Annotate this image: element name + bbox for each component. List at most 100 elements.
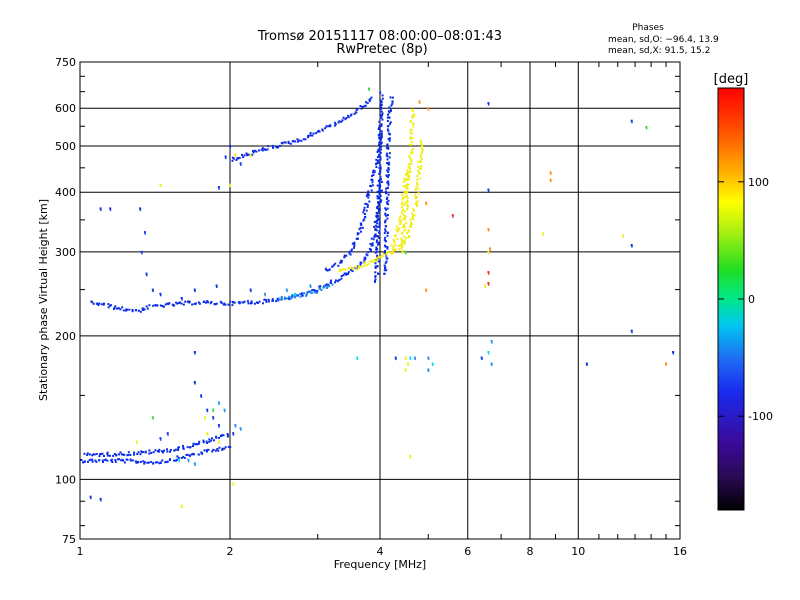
scatter-point [109, 209, 112, 211]
scatter-point [325, 269, 328, 271]
scatter-point [410, 140, 413, 143]
scatter-point [425, 288, 428, 291]
x-axis-ticks: 1 2 4 6 8 10 16 [77, 62, 687, 558]
scatter-point [118, 458, 121, 461]
scatter-point [377, 134, 380, 137]
scatter-point [400, 232, 403, 235]
scatter-point [398, 227, 401, 230]
scatter-point [376, 250, 379, 253]
scatter-point [380, 106, 383, 109]
scatter-point [102, 461, 104, 463]
x-tick-label: 6 [464, 545, 471, 558]
y-tick-label: 100 [55, 473, 76, 486]
scatter-point [311, 289, 314, 292]
scatter-point [396, 225, 398, 228]
scatter-point [388, 156, 391, 159]
scatter-point [387, 180, 390, 183]
scatter-point [232, 434, 235, 436]
scatter-point [368, 100, 371, 103]
scatter-point [203, 300, 206, 303]
scatter-point [392, 249, 395, 251]
scatter-point [376, 207, 379, 209]
scatter-point [399, 223, 401, 226]
scatter-point [197, 453, 200, 456]
scatter-point [402, 185, 405, 188]
scatter-point [400, 203, 403, 206]
scatter-point [113, 453, 116, 455]
scatter-point [387, 176, 390, 179]
scatter-point [232, 482, 235, 485]
scatter-point [487, 351, 490, 353]
scatter-point [294, 140, 296, 143]
scatter-point [180, 297, 183, 299]
scatter-point [343, 255, 346, 258]
scatter-point [417, 192, 420, 195]
scatter-point [245, 152, 248, 155]
scatter-point [187, 460, 190, 463]
scatter-point [229, 185, 231, 188]
scatter-point [665, 364, 667, 366]
scatter-point [319, 285, 322, 288]
scatter-point [150, 451, 153, 454]
scatter-point [384, 261, 387, 264]
scatter-point [409, 170, 412, 173]
scatter-point [324, 284, 327, 287]
scatter-point [421, 148, 424, 151]
scatter-point [200, 394, 203, 397]
scatter-point [212, 418, 215, 420]
scatter-point [357, 232, 360, 235]
scatter-point [318, 287, 321, 290]
scatter-point [401, 205, 403, 208]
scatter-point [403, 235, 406, 238]
scatter-point [252, 150, 254, 152]
scatter-point [152, 290, 154, 293]
scatter-point [123, 453, 126, 456]
y-tick-label: 200 [55, 330, 76, 343]
scatter-point [427, 368, 430, 371]
scatter-point [92, 453, 95, 456]
scatter-point [388, 139, 391, 142]
scatter-point [133, 451, 136, 454]
scatter-point [317, 129, 320, 132]
scatter-point [339, 261, 342, 264]
scatter-point [222, 303, 225, 306]
scatter-point [358, 267, 361, 269]
scatter-point [403, 204, 406, 207]
scatter-point [379, 184, 382, 187]
scatter-point [400, 247, 403, 250]
scatter-point [385, 187, 388, 190]
scatter-point [350, 113, 353, 116]
scatter-point [347, 116, 350, 119]
scatter-point [411, 110, 414, 113]
y-axis-ticks: 75 100 200 300 400 500 600 750 [55, 56, 680, 546]
scatter-point [371, 174, 373, 177]
scatter-point [374, 271, 377, 274]
scatter-point [92, 302, 95, 305]
scatter-point [285, 288, 288, 291]
scatter-point [137, 309, 140, 312]
scatter-point [378, 132, 381, 135]
scatter-point [114, 459, 117, 461]
scatter-point [353, 112, 356, 115]
scatter-point [332, 264, 335, 267]
scatter-point [127, 453, 130, 456]
colorbar-tick-label: -100 [748, 410, 773, 423]
scatter-point [128, 308, 131, 311]
scatter-point [206, 434, 209, 436]
scatter-point [303, 292, 306, 295]
scatter-point [371, 181, 374, 184]
scatter-point [385, 208, 388, 211]
scatter-point [416, 196, 418, 199]
scatter-point [630, 119, 633, 122]
scatter-point [342, 274, 345, 277]
scatter-point [112, 454, 115, 457]
scatter-point [391, 102, 394, 105]
scatter-point [387, 193, 390, 196]
scatter-point [363, 209, 365, 212]
scatter-point [234, 153, 237, 156]
scatter-point [364, 216, 367, 219]
scatter-point [264, 149, 267, 151]
scatter-point [388, 163, 391, 166]
scatter-point [206, 300, 209, 303]
scatter-point [375, 216, 378, 219]
